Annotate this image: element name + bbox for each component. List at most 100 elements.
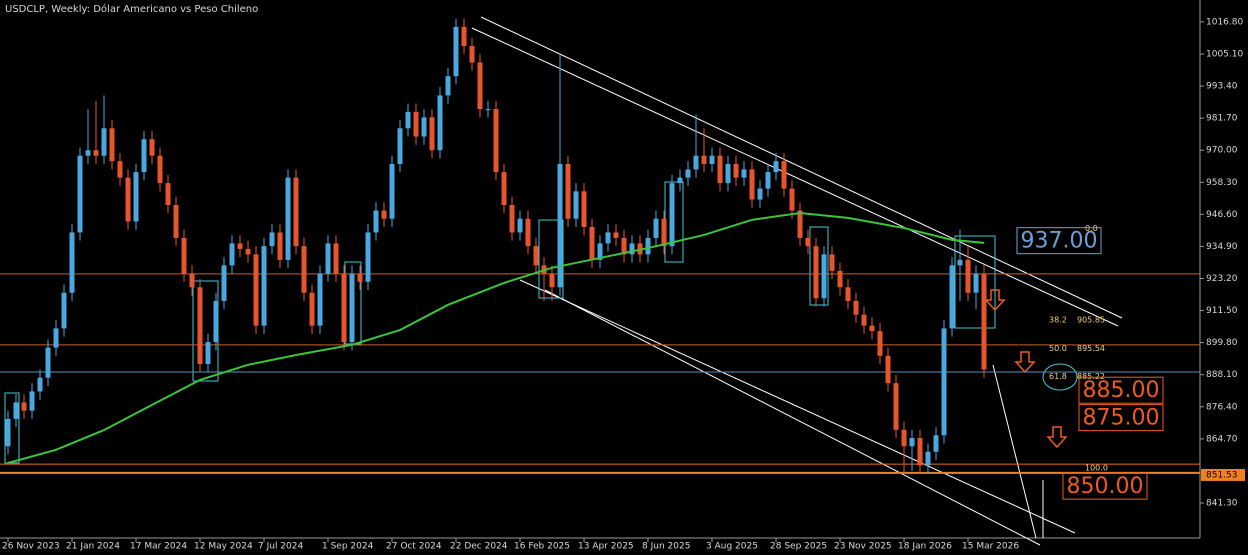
candle-body bbox=[509, 205, 515, 233]
candle-body bbox=[445, 76, 451, 96]
x-tick-label: 8 Jun 2025 bbox=[642, 542, 690, 552]
candle-body bbox=[829, 254, 835, 271]
candle-body bbox=[805, 237, 811, 247]
candle-body bbox=[165, 183, 171, 206]
x-tick-label: 1 Sep 2024 bbox=[322, 542, 374, 552]
x-tick-label: 15 Mar 2026 bbox=[962, 542, 1019, 552]
candle-body bbox=[477, 62, 483, 110]
candle-body bbox=[781, 161, 787, 189]
y-tick-label: 970.00 bbox=[1206, 146, 1238, 156]
candle-body bbox=[429, 117, 435, 151]
candle-body bbox=[733, 163, 739, 178]
fib-level: 0.0 bbox=[1085, 224, 1098, 233]
candle-body bbox=[901, 429, 907, 447]
candle-body bbox=[981, 273, 987, 370]
candle-body bbox=[269, 232, 275, 247]
candle-body bbox=[213, 300, 219, 343]
candle-body bbox=[237, 243, 243, 249]
fib-level: 100.0 bbox=[1085, 464, 1108, 473]
candle-body bbox=[437, 95, 443, 151]
chart-title: USDCLP, Weekly: Dólar Americano vs Peso … bbox=[5, 3, 258, 15]
candle-body bbox=[93, 150, 99, 156]
down-arrow bbox=[1014, 351, 1036, 374]
x-tick-label: 23 Nov 2025 bbox=[834, 542, 892, 552]
candle-body bbox=[797, 210, 803, 238]
candle-body bbox=[557, 163, 563, 288]
candle-body bbox=[357, 273, 363, 282]
candle-body bbox=[125, 177, 131, 222]
candle-body bbox=[893, 383, 899, 430]
candle-body bbox=[677, 177, 683, 184]
candle-body bbox=[909, 438, 915, 447]
fib-level: 61.8 bbox=[1049, 372, 1067, 381]
candle-body bbox=[741, 169, 747, 178]
y-tick-label: 911.50 bbox=[1206, 306, 1238, 316]
arrows bbox=[984, 289, 1068, 449]
candle-body bbox=[965, 259, 971, 293]
x-tick-label: 13 Apr 2025 bbox=[578, 542, 634, 552]
x-tick-label: 16 Feb 2025 bbox=[514, 542, 570, 552]
candle-body bbox=[549, 273, 555, 288]
candle-body bbox=[749, 169, 755, 200]
candle-body bbox=[589, 226, 595, 260]
candle-body bbox=[773, 161, 779, 173]
candle-body bbox=[13, 402, 19, 419]
candle-body bbox=[525, 218, 531, 247]
x-tick-label: 26 Nov 2023 bbox=[2, 542, 60, 552]
price-label-bg bbox=[1201, 468, 1245, 481]
candle-body bbox=[917, 438, 923, 466]
candle-body bbox=[933, 435, 939, 452]
candle-body bbox=[661, 218, 667, 247]
candle-body bbox=[581, 191, 587, 227]
x-tick-label: 12 May 2024 bbox=[194, 542, 253, 552]
candle-body bbox=[45, 347, 51, 378]
y-tick-label: 993.40 bbox=[1206, 82, 1238, 92]
x-tick-label: 7 Jul 2024 bbox=[258, 542, 303, 552]
candle-body bbox=[597, 243, 603, 260]
candle-body bbox=[181, 237, 187, 274]
fib-price: 895.54 bbox=[1077, 344, 1105, 353]
candle-body bbox=[493, 109, 499, 173]
candle-body bbox=[21, 402, 27, 411]
y-tick-label: 946.60 bbox=[1206, 210, 1238, 220]
candle-body bbox=[301, 246, 307, 293]
candle-body bbox=[517, 218, 523, 233]
candle-body bbox=[941, 328, 947, 436]
candle-body bbox=[37, 377, 43, 392]
highlight-box bbox=[4, 392, 20, 464]
candle-body bbox=[157, 155, 163, 184]
y-tick-label: 876.40 bbox=[1206, 402, 1238, 412]
candle-body bbox=[309, 292, 315, 326]
down-arrow bbox=[1046, 426, 1068, 449]
candle-body bbox=[349, 273, 355, 343]
x-tick-label: 21 Jan 2024 bbox=[66, 542, 120, 552]
candle-body bbox=[341, 273, 347, 343]
y-tick-label: 841.30 bbox=[1206, 498, 1238, 508]
candle-body bbox=[373, 210, 379, 233]
candle-body bbox=[869, 325, 875, 332]
price-box-label: 875.00 bbox=[1083, 406, 1160, 431]
fib-level: 50.0 bbox=[1049, 344, 1067, 353]
candle-body bbox=[845, 287, 851, 301]
channel-line bbox=[471, 27, 1119, 327]
candle-body bbox=[957, 259, 963, 266]
candle-body bbox=[757, 188, 763, 200]
fib-price: 905.85 bbox=[1077, 316, 1105, 325]
candle-body bbox=[693, 155, 699, 170]
candle-body bbox=[197, 287, 203, 365]
price-box bbox=[1078, 404, 1164, 432]
candle-body bbox=[717, 155, 723, 184]
x-tick-label: 22 Dec 2024 bbox=[450, 542, 508, 552]
candle-body bbox=[149, 139, 155, 156]
y-tick-label: 899.80 bbox=[1206, 338, 1238, 348]
candle-body bbox=[101, 128, 107, 156]
candle-body bbox=[629, 243, 635, 255]
candle-body bbox=[725, 163, 731, 184]
y-tick-label: 981.70 bbox=[1206, 114, 1238, 124]
candle-body bbox=[685, 169, 691, 178]
y-tick-label: 934.90 bbox=[1206, 242, 1238, 252]
channel-line bbox=[519, 279, 1076, 534]
candle-body bbox=[245, 248, 251, 255]
candle-body bbox=[381, 210, 387, 219]
